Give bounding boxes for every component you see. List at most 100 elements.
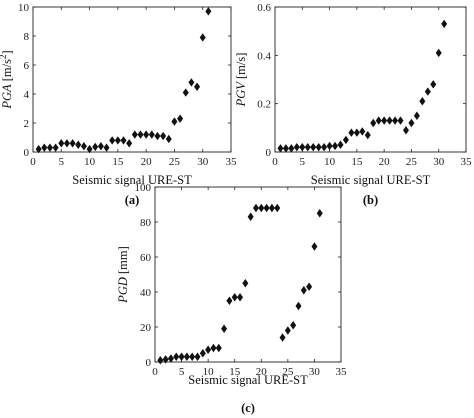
x-tick-label: 30 (433, 156, 445, 168)
data-point (167, 354, 174, 363)
y-axis-label-unit: [m/s] (234, 53, 248, 83)
panel-label: (b) (363, 193, 378, 207)
data-point (171, 117, 178, 126)
x-tick-label: 0 (152, 366, 158, 378)
data-point (205, 345, 212, 354)
data-point (311, 242, 318, 251)
data-point (160, 131, 167, 141)
y-tick-label: 8 (24, 31, 30, 43)
y-axis-label: PGD [mm] (116, 246, 130, 304)
data-point (279, 333, 286, 342)
x-tick-label: 10 (84, 156, 96, 168)
data-point (231, 293, 238, 302)
data-point (370, 118, 377, 128)
data-point (210, 343, 217, 353)
y-axis-label-variable: PGD (116, 277, 130, 304)
data-point (386, 116, 393, 125)
data-point (268, 203, 275, 213)
data-point (381, 116, 388, 125)
data-point (63, 139, 70, 148)
x-tick-label: 10 (203, 366, 215, 378)
y-tick-label: 0 (146, 357, 152, 369)
x-tick-label: 20 (141, 156, 153, 168)
data-point (199, 33, 206, 42)
data-point (397, 116, 404, 125)
data-point (435, 48, 442, 58)
data-point (189, 352, 196, 361)
data-point (392, 116, 399, 125)
data-point (290, 321, 297, 330)
x-tick-label: 5 (59, 156, 65, 168)
chart-panel-2: 0 5 10 15 20 25 30 35 0 0.2 0.4 0.6 Seismic signal U… (234, 2, 472, 207)
data-point (46, 143, 53, 152)
data-point (131, 130, 138, 139)
data-point (359, 127, 366, 136)
y-axis-label-end: ] (0, 50, 14, 54)
x-tick-label: 5 (179, 366, 185, 378)
data-point (143, 130, 150, 139)
x-tick-label: 20 (379, 156, 391, 168)
data-point (237, 293, 244, 302)
y-axis-label: PGA [m/s2] (0, 50, 14, 109)
data-point (242, 279, 249, 288)
data-point (315, 142, 322, 152)
x-tick-label: 25 (282, 366, 294, 378)
panel-label: (a) (125, 193, 140, 207)
x-tick-label: 15 (112, 156, 124, 168)
data-point (226, 296, 233, 305)
panel-label: (c) (241, 401, 255, 415)
data-point (364, 130, 371, 140)
data-point (441, 19, 448, 29)
data-point (194, 352, 201, 361)
y-tick-label: 20 (140, 322, 152, 334)
x-tick-label: 15 (351, 156, 363, 168)
data-point (310, 142, 317, 152)
y-tick-label: 40 (140, 287, 152, 299)
data-point (413, 111, 420, 120)
y-tick-label: 6 (24, 60, 30, 72)
x-tick-label: 0 (30, 156, 36, 168)
data-point (188, 78, 195, 87)
data-point (282, 144, 289, 153)
y-axis-label-variable: PGA (0, 84, 14, 110)
data-point (284, 326, 291, 335)
data-point (293, 142, 300, 152)
data-point (199, 349, 206, 358)
y-tick-label: 0.2 (257, 99, 271, 111)
data-point (316, 209, 323, 218)
y-tick-label: 4 (24, 89, 30, 101)
data-point (194, 82, 201, 91)
data-point (258, 203, 265, 213)
data-point (97, 142, 104, 151)
data-point (157, 356, 164, 365)
data-point (274, 203, 281, 213)
data-point (205, 7, 212, 16)
data-point (252, 203, 259, 213)
plot-frame (32, 6, 232, 153)
y-tick-label: 100 (135, 182, 152, 194)
data-point (86, 144, 93, 154)
data-point (173, 352, 180, 361)
x-tick-label: 35 (461, 156, 473, 168)
data-point (52, 143, 59, 152)
data-point (408, 118, 415, 128)
y-tick-label: 0 (266, 147, 272, 159)
data-point (353, 128, 360, 137)
x-tick-label: 25 (406, 156, 418, 168)
y-tick-label: 0.4 (257, 50, 271, 62)
data-point (288, 144, 295, 153)
data-point (137, 130, 144, 139)
y-axis-label-unit: [m/s (0, 59, 14, 84)
data-point (80, 142, 87, 151)
x-tick-label: 30 (309, 366, 321, 378)
data-point (92, 142, 99, 152)
x-tick-label: 35 (336, 366, 348, 378)
data-point (277, 144, 284, 153)
data-point (120, 136, 127, 145)
data-point (148, 130, 155, 139)
data-point (58, 139, 65, 148)
data-point (299, 142, 306, 152)
data-point (183, 352, 190, 361)
data-point (321, 142, 328, 152)
x-axis-label: Seismic signal URE-ST (311, 173, 431, 187)
